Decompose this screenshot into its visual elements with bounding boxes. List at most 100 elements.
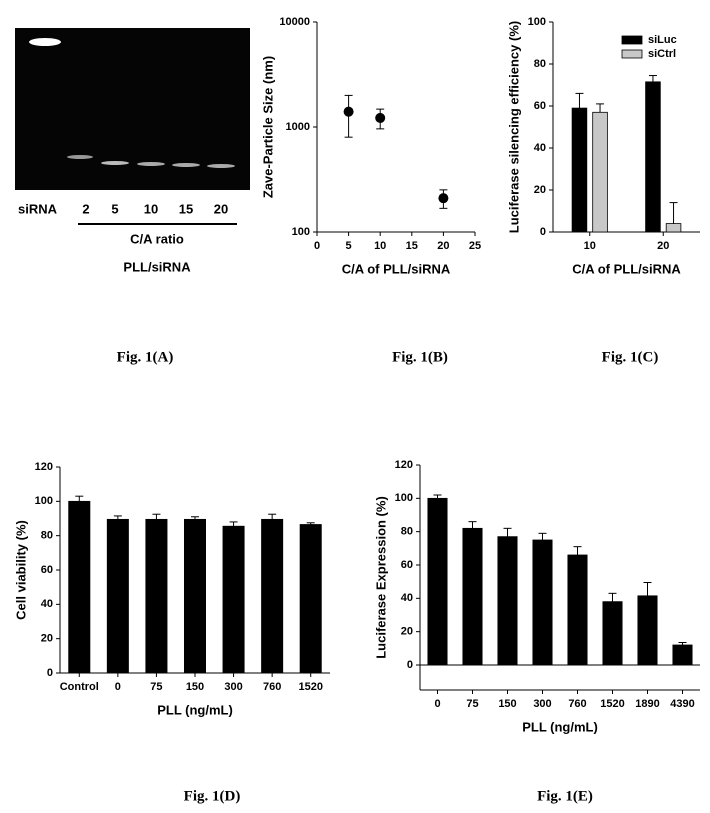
legend-label: siCtrl [648, 48, 676, 60]
gel-band [172, 163, 200, 167]
gel-band [29, 38, 61, 46]
bar [602, 601, 623, 666]
x-tick-label: 760 [263, 681, 281, 693]
bar [183, 518, 207, 674]
y-axis-label: Luciferase Expression (%) [373, 496, 388, 659]
gel-complex-label: PLL/siRNA [123, 259, 191, 274]
gel-axis-label: C/A ratio [130, 231, 184, 246]
x-tick-label: 0 [115, 681, 121, 693]
y-tick-label: 100 [528, 16, 546, 28]
x-tick-label: 75 [466, 698, 478, 710]
lane-label: siRNA [18, 201, 58, 216]
y-tick-label: 100 [395, 492, 413, 504]
x-tick-label: 20 [657, 240, 669, 252]
lane: 5 [111, 201, 118, 216]
gel-image [15, 28, 250, 190]
y-tick-label: 80 [401, 526, 413, 538]
y-tick-label: 0 [540, 226, 546, 238]
x-tick-label: 0 [314, 240, 320, 252]
y-tick-label: 0 [407, 659, 413, 671]
bar [645, 81, 661, 233]
gel-panel: siRNA 2 5 10 15 20 C/A ratio PLL/siRNA [15, 28, 250, 274]
y-tick-label: 80 [534, 58, 546, 70]
x-axis-label: PLL (ng/mL) [522, 719, 598, 734]
bar [672, 644, 693, 666]
bar [592, 111, 608, 233]
lane: 20 [214, 201, 228, 216]
legend-label: siLuc [648, 34, 677, 46]
y-tick-label: 120 [35, 461, 53, 473]
gel-band [101, 161, 129, 165]
x-axis-label: PLL (ng/mL) [157, 702, 233, 717]
bar [427, 497, 448, 666]
bar [532, 539, 553, 666]
bar [68, 500, 91, 674]
bar [261, 518, 284, 674]
x-tick-label: 300 [224, 681, 242, 693]
y-tick-label: 60 [41, 564, 53, 576]
x-tick-label: 1520 [600, 698, 624, 710]
caption: Fig. 1(C) [602, 349, 659, 365]
caption: Fig. 1(E) [537, 788, 593, 804]
y-tick-label: 120 [395, 459, 413, 471]
y-axis-label: Luciferase silencing efficiency (%) [506, 21, 521, 233]
x-tick-label: 10 [584, 240, 596, 252]
lane: 15 [179, 201, 193, 216]
y-axis-label: Zave-Particle Size (nm) [260, 56, 275, 198]
gel-band [137, 162, 165, 166]
x-tick-label: 5 [346, 240, 352, 252]
x-tick-label: Control [60, 681, 99, 693]
bar [299, 524, 322, 674]
x-tick-label: 4390 [670, 698, 694, 710]
caption: Fig. 1(B) [392, 349, 448, 365]
x-tick-label: 0 [434, 698, 440, 710]
y-tick-label: 20 [534, 184, 546, 196]
x-axis-label: C/A of PLL/siRNA [572, 261, 681, 276]
bar [462, 527, 483, 666]
point [438, 193, 449, 204]
x-tick-label: 25 [469, 240, 481, 252]
y-tick-label: 40 [534, 142, 546, 154]
x-tick-label: 150 [186, 681, 204, 693]
x-tick-label: 15 [406, 240, 418, 252]
lane: 10 [144, 201, 158, 216]
y-tick-label: 80 [41, 530, 53, 542]
lane: 2 [82, 201, 89, 216]
point [343, 106, 354, 117]
y-tick-label: 60 [401, 559, 413, 571]
x-tick-label: 150 [498, 698, 516, 710]
legend-swatch [621, 35, 643, 45]
bar [222, 525, 245, 674]
y-tick-label: 1000 [286, 121, 310, 133]
caption: Fig. 1(A) [117, 349, 174, 365]
y-tick-label: 40 [41, 598, 53, 610]
point [375, 112, 386, 123]
y-tick-label: 100 [292, 226, 310, 238]
y-tick-label: 20 [41, 633, 53, 645]
x-tick-label: 10 [374, 240, 386, 252]
x-tick-label: 20 [437, 240, 449, 252]
gel-band [67, 155, 93, 159]
x-axis-label: C/A of PLL/siRNA [342, 261, 451, 276]
bar [106, 518, 129, 674]
bar [571, 107, 588, 233]
y-tick-label: 100 [35, 495, 53, 507]
x-tick-label: 1520 [298, 681, 322, 693]
bar [497, 536, 518, 666]
x-tick-label: 75 [150, 681, 162, 693]
y-tick-label: 60 [534, 100, 546, 112]
y-tick-label: 0 [47, 667, 53, 679]
gel-band [207, 164, 235, 168]
bar [665, 223, 682, 233]
bar [567, 554, 588, 666]
y-tick-label: 20 [401, 626, 413, 638]
x-tick-label: 1890 [635, 698, 659, 710]
x-tick-label: 760 [568, 698, 586, 710]
y-tick-label: 40 [401, 592, 413, 604]
bar [145, 518, 168, 674]
y-axis-label: Cell viability (%) [13, 520, 28, 620]
caption: Fig. 1(D) [184, 788, 241, 804]
y-tick-label: 10000 [279, 16, 310, 28]
bar [637, 595, 658, 666]
